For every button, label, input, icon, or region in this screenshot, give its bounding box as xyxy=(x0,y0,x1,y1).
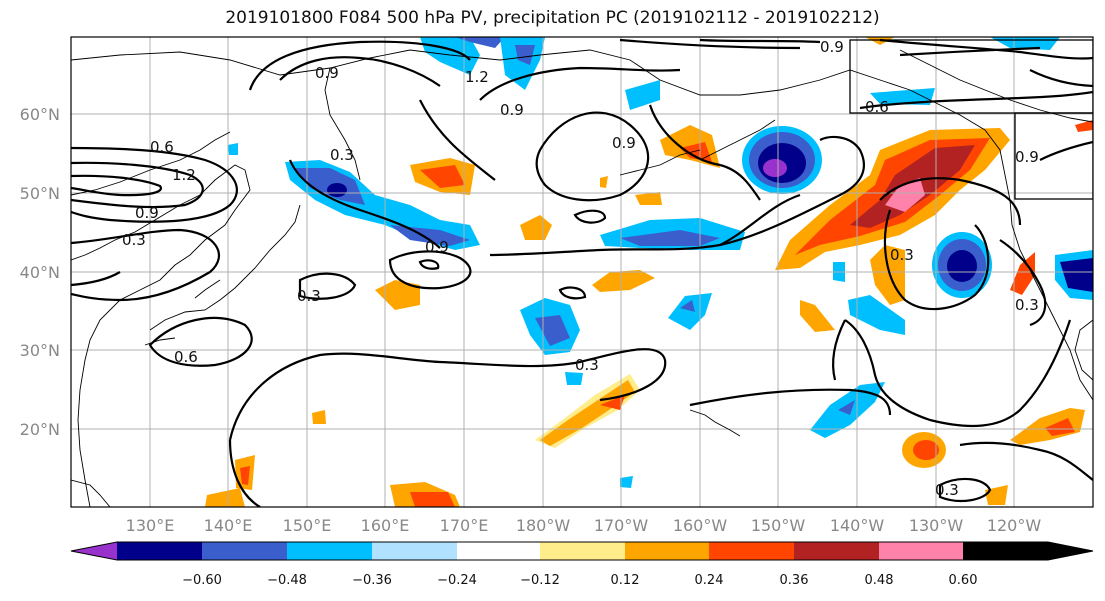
contour-labels: 0.9 1.2 0.9 0.6 0.6 1.2 0.9 0.3 0.9 0.9 … xyxy=(122,38,1039,499)
contour-label: 0.9 xyxy=(820,38,844,56)
longitude-labels: 130°E 140°E 150°E 160°E 170°E 180°W 170°… xyxy=(126,516,1042,535)
lat-label: 30°N xyxy=(20,341,60,360)
contour-label: 0.9 xyxy=(425,238,449,256)
contour-label: 0.9 xyxy=(1015,148,1039,166)
contour-label: 0.3 xyxy=(1015,296,1039,314)
colorbar-tick-label: 0.36 xyxy=(780,573,809,588)
map-frame xyxy=(70,36,1094,508)
contour-label: 0.3 xyxy=(297,287,321,305)
lon-label: 130°W xyxy=(909,516,964,535)
contour-label: 0.9 xyxy=(135,204,159,222)
lon-label: 130°E xyxy=(126,516,175,535)
colorbar-tick-label: 0.60 xyxy=(949,573,978,588)
colorbar-swatch xyxy=(794,542,879,560)
lon-label: 120°W xyxy=(987,516,1042,535)
contour-label: 1.2 xyxy=(465,68,489,86)
colorbar-tick-label: 0.48 xyxy=(865,573,894,588)
lon-label: 170°W xyxy=(594,516,649,535)
lon-label: 180°W xyxy=(516,516,571,535)
colorbar-swatch xyxy=(202,542,287,560)
contour-label: 0.3 xyxy=(575,356,599,374)
colorbar-tick-label: 0.12 xyxy=(611,573,640,588)
lon-label: 150°E xyxy=(283,516,332,535)
colorbar-swatch xyxy=(117,542,202,560)
contour-label: 0.9 xyxy=(315,64,339,82)
colorbar-tick-label: −0.48 xyxy=(267,573,307,588)
contour-label: 0.3 xyxy=(935,481,959,499)
lat-label: 50°N xyxy=(20,184,60,203)
contour-label: 0.3 xyxy=(890,246,914,264)
colorbar-extend-high xyxy=(963,542,1093,560)
lat-label: 20°N xyxy=(20,420,60,439)
contour-label: 0.3 xyxy=(330,146,354,164)
colorbar: −0.60 −0.48 −0.36 −0.24 −0.12 0.12 0.24 … xyxy=(70,541,1094,588)
contour-label: 0.6 xyxy=(150,138,174,156)
lon-label: 160°W xyxy=(673,516,728,535)
lon-label: 140°E xyxy=(204,516,253,535)
colorbar-tick-label: −0.12 xyxy=(520,573,560,588)
latitude-labels: 60°N 50°N 40°N 30°N 20°N xyxy=(20,105,60,439)
lon-label: 140°W xyxy=(830,516,885,535)
pv-contours xyxy=(71,38,1093,507)
inset-boxes xyxy=(849,39,1093,200)
colorbar-tick-label: 0.24 xyxy=(695,573,724,588)
colorbar-swatch xyxy=(457,542,540,560)
colorbar-swatch xyxy=(709,542,794,560)
colorbar-tick-label: −0.36 xyxy=(352,573,392,588)
colorbar-tick-label: −0.24 xyxy=(437,573,477,588)
colorbar-swatch xyxy=(372,542,457,560)
coastlines xyxy=(71,49,1093,507)
colorbar-tick-label: −0.60 xyxy=(182,573,222,588)
contour-label: 0.9 xyxy=(500,101,524,119)
lat-label: 60°N xyxy=(20,105,60,124)
colorbar-swatch xyxy=(625,542,709,560)
map-area: 0.9 1.2 0.9 0.6 0.6 1.2 0.9 0.3 0.9 0.9 … xyxy=(71,37,1093,507)
lon-label: 170°E xyxy=(440,516,489,535)
contour-label: 1.2 xyxy=(172,166,196,184)
contour-label: 0.6 xyxy=(174,348,198,366)
colorbar-swatch xyxy=(879,542,963,560)
lat-label: 40°N xyxy=(20,263,60,282)
contour-label: 0.3 xyxy=(122,231,146,249)
colorbar-extend-low xyxy=(71,542,117,560)
lon-label: 150°W xyxy=(751,516,806,535)
lon-label: 160°E xyxy=(361,516,410,535)
colorbar-swatch xyxy=(540,542,625,560)
colorbar-swatch xyxy=(287,542,372,560)
contour-label: 0.9 xyxy=(612,134,636,152)
contour-label: 0.6 xyxy=(865,98,889,116)
figure-title: 2019101800 F084 500 hPa PV, precipitatio… xyxy=(225,8,880,28)
